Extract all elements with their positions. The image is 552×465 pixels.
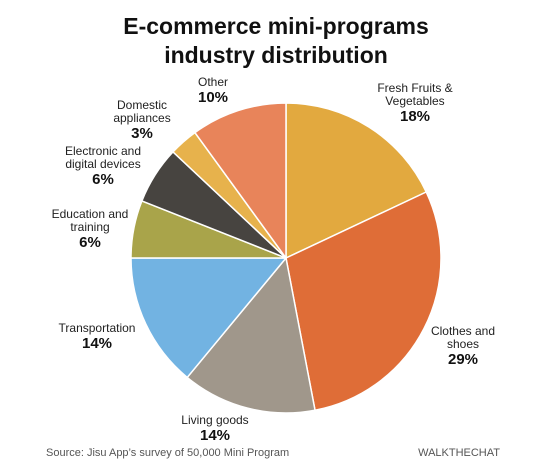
slice-label: Other 10% bbox=[173, 76, 253, 107]
slice-label: Living goods 14% bbox=[165, 414, 265, 445]
slice-label: Transportation 14% bbox=[42, 322, 152, 353]
slice-label: Education and training 6% bbox=[40, 208, 140, 252]
slice-label: Domestic appliances 3% bbox=[97, 99, 187, 143]
value-label: 29% bbox=[447, 351, 479, 368]
pie-slice bbox=[285, 102, 428, 260]
slice-label: Clothes and shoes 29% bbox=[418, 325, 508, 369]
category-name: Fresh Fruits & Vegetables bbox=[377, 81, 453, 108]
pie-slice bbox=[186, 256, 316, 414]
value-label: 6% bbox=[79, 234, 101, 251]
brand: WALKTHECHAT bbox=[418, 447, 500, 459]
value-label: 14% bbox=[81, 335, 113, 352]
chart-title: E-commerce mini-programs industry distri… bbox=[123, 13, 429, 68]
value-label: 14% bbox=[199, 427, 231, 444]
value-label: 3% bbox=[131, 125, 153, 142]
pie-slice bbox=[285, 191, 442, 412]
category-name: Domestic appliances bbox=[113, 98, 171, 125]
pie-slice bbox=[193, 102, 287, 261]
category-name: Other bbox=[197, 75, 228, 89]
pie-slice bbox=[130, 257, 288, 379]
source: Source: Jisu App’s survey of 50,000 Mini… bbox=[46, 447, 290, 459]
category-name: Education and training bbox=[51, 207, 129, 234]
slice-label: Fresh Fruits & Vegetables 18% bbox=[360, 82, 470, 126]
category-name: Living goods bbox=[181, 413, 249, 427]
category-name: Clothes and shoes bbox=[430, 324, 496, 351]
value-label: 10% bbox=[197, 89, 229, 106]
category-name: Electronic and digital devices bbox=[64, 144, 142, 171]
value-label: 6% bbox=[92, 171, 114, 188]
slice-label: Electronic and digital devices 6% bbox=[53, 145, 153, 189]
value-label: 18% bbox=[399, 108, 431, 125]
category-name: Transportation bbox=[58, 321, 136, 335]
